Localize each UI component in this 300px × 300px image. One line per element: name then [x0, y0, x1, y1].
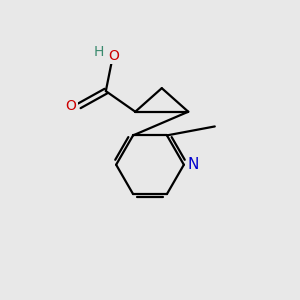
Text: H: H [93, 45, 104, 59]
Text: O: O [108, 49, 118, 63]
Text: O: O [66, 99, 76, 113]
Text: N: N [188, 157, 199, 172]
